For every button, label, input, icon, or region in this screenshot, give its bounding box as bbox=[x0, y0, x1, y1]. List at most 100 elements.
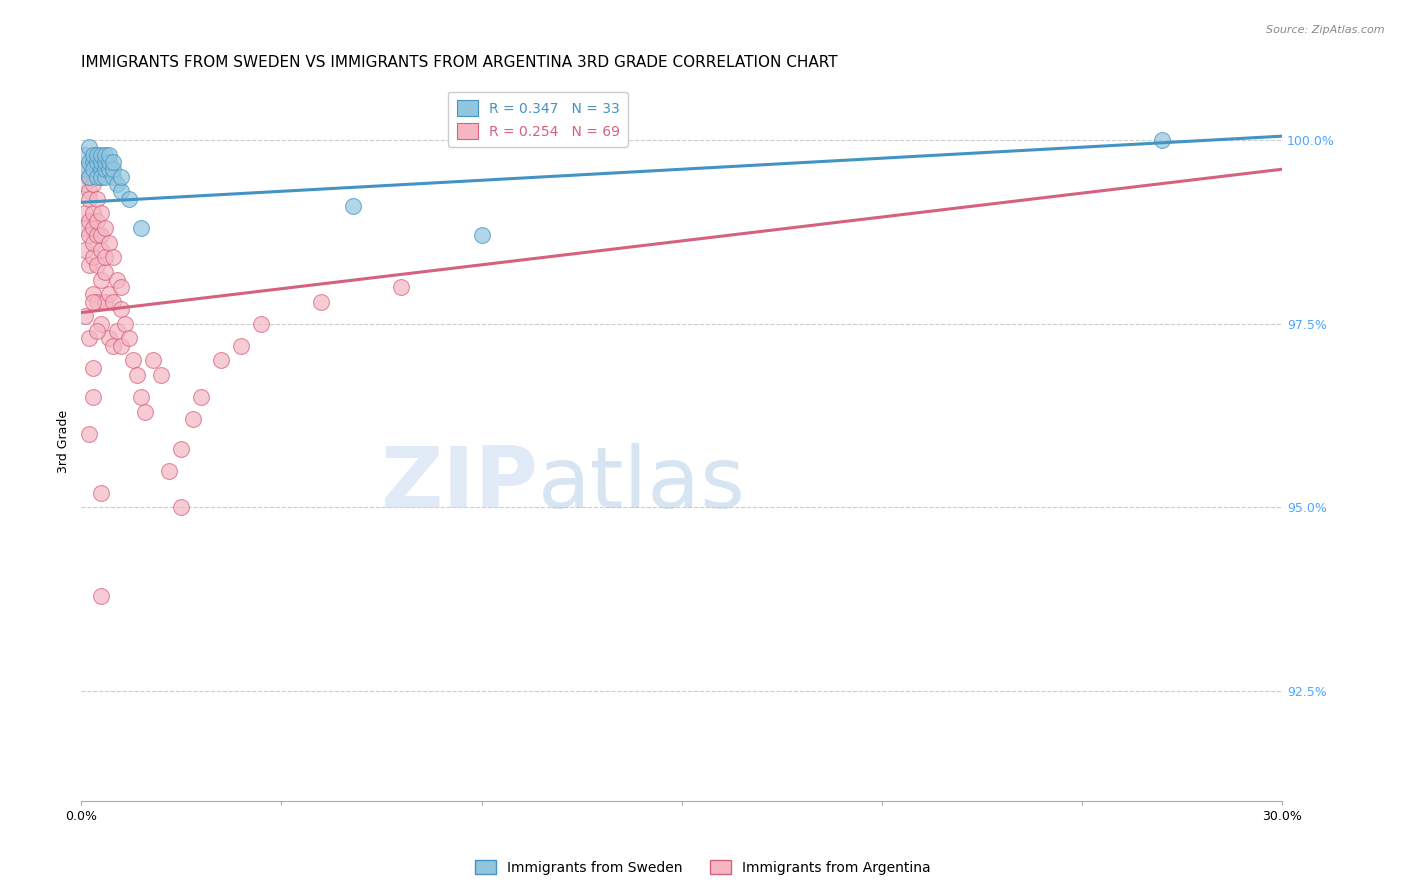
Point bbox=[79, 258, 101, 272]
Point bbox=[94, 221, 117, 235]
Point bbox=[90, 206, 112, 220]
Point bbox=[75, 177, 97, 191]
Point bbox=[90, 243, 112, 257]
Point bbox=[75, 310, 97, 324]
Legend: R = 0.347   N = 33, R = 0.254   N = 69: R = 0.347 N = 33, R = 0.254 N = 69 bbox=[449, 92, 628, 147]
Point bbox=[90, 317, 112, 331]
Point bbox=[82, 287, 104, 301]
Point bbox=[90, 589, 112, 603]
Point bbox=[157, 464, 180, 478]
Point bbox=[79, 169, 101, 184]
Point bbox=[75, 162, 97, 177]
Point bbox=[170, 442, 193, 456]
Point bbox=[1150, 133, 1173, 147]
Point bbox=[98, 154, 121, 169]
Y-axis label: 3rd Grade: 3rd Grade bbox=[58, 409, 70, 473]
Point bbox=[105, 324, 128, 338]
Point bbox=[86, 228, 108, 243]
Point bbox=[82, 221, 104, 235]
Point bbox=[90, 154, 112, 169]
Point bbox=[75, 243, 97, 257]
Point bbox=[183, 412, 205, 426]
Point bbox=[79, 213, 101, 227]
Point bbox=[122, 353, 145, 368]
Point bbox=[75, 221, 97, 235]
Point bbox=[82, 294, 104, 309]
Point bbox=[110, 280, 132, 294]
Point bbox=[150, 368, 173, 382]
Point bbox=[209, 353, 232, 368]
Point bbox=[79, 228, 101, 243]
Legend: Immigrants from Sweden, Immigrants from Argentina: Immigrants from Sweden, Immigrants from … bbox=[470, 855, 936, 880]
Point bbox=[82, 235, 104, 250]
Point bbox=[90, 485, 112, 500]
Point bbox=[90, 272, 112, 286]
Point bbox=[110, 184, 132, 198]
Point bbox=[82, 360, 104, 375]
Point bbox=[110, 301, 132, 316]
Point bbox=[82, 206, 104, 220]
Point bbox=[94, 147, 117, 161]
Point bbox=[131, 390, 153, 404]
Point bbox=[98, 287, 121, 301]
Text: Source: ZipAtlas.com: Source: ZipAtlas.com bbox=[1267, 25, 1385, 35]
Point bbox=[134, 405, 156, 419]
Point bbox=[79, 184, 101, 198]
Point bbox=[118, 192, 141, 206]
Point bbox=[82, 390, 104, 404]
Point bbox=[127, 368, 149, 382]
Point bbox=[94, 265, 117, 279]
Point bbox=[82, 154, 104, 169]
Point bbox=[190, 390, 212, 404]
Point bbox=[250, 317, 273, 331]
Point bbox=[131, 221, 153, 235]
Point bbox=[94, 162, 117, 177]
Point bbox=[79, 140, 101, 154]
Point bbox=[142, 353, 165, 368]
Point bbox=[105, 272, 128, 286]
Point bbox=[103, 294, 125, 309]
Point bbox=[86, 169, 108, 184]
Point bbox=[86, 294, 108, 309]
Point bbox=[86, 258, 108, 272]
Point bbox=[103, 251, 125, 265]
Point bbox=[103, 162, 125, 177]
Point bbox=[103, 339, 125, 353]
Point bbox=[98, 162, 121, 177]
Point bbox=[90, 147, 112, 161]
Point bbox=[98, 235, 121, 250]
Point bbox=[170, 500, 193, 515]
Point bbox=[82, 177, 104, 191]
Point bbox=[86, 147, 108, 161]
Point bbox=[86, 324, 108, 338]
Point bbox=[82, 147, 104, 161]
Point bbox=[342, 199, 364, 213]
Point bbox=[75, 206, 97, 220]
Point bbox=[90, 162, 112, 177]
Point bbox=[94, 251, 117, 265]
Point bbox=[391, 280, 413, 294]
Point bbox=[75, 147, 97, 161]
Point bbox=[79, 331, 101, 345]
Point bbox=[110, 169, 132, 184]
Point bbox=[94, 169, 117, 184]
Text: IMMIGRANTS FROM SWEDEN VS IMMIGRANTS FROM ARGENTINA 3RD GRADE CORRELATION CHART: IMMIGRANTS FROM SWEDEN VS IMMIGRANTS FRO… bbox=[82, 55, 838, 70]
Point bbox=[103, 154, 125, 169]
Point bbox=[79, 192, 101, 206]
Point bbox=[110, 339, 132, 353]
Text: atlas: atlas bbox=[537, 443, 745, 526]
Point bbox=[231, 339, 253, 353]
Point bbox=[86, 192, 108, 206]
Point bbox=[103, 169, 125, 184]
Point bbox=[98, 147, 121, 161]
Point bbox=[98, 331, 121, 345]
Point bbox=[470, 228, 492, 243]
Point bbox=[86, 154, 108, 169]
Point bbox=[90, 228, 112, 243]
Point bbox=[311, 294, 333, 309]
Text: ZIP: ZIP bbox=[380, 443, 537, 526]
Point bbox=[79, 426, 101, 441]
Point bbox=[86, 213, 108, 227]
Point bbox=[79, 154, 101, 169]
Point bbox=[90, 169, 112, 184]
